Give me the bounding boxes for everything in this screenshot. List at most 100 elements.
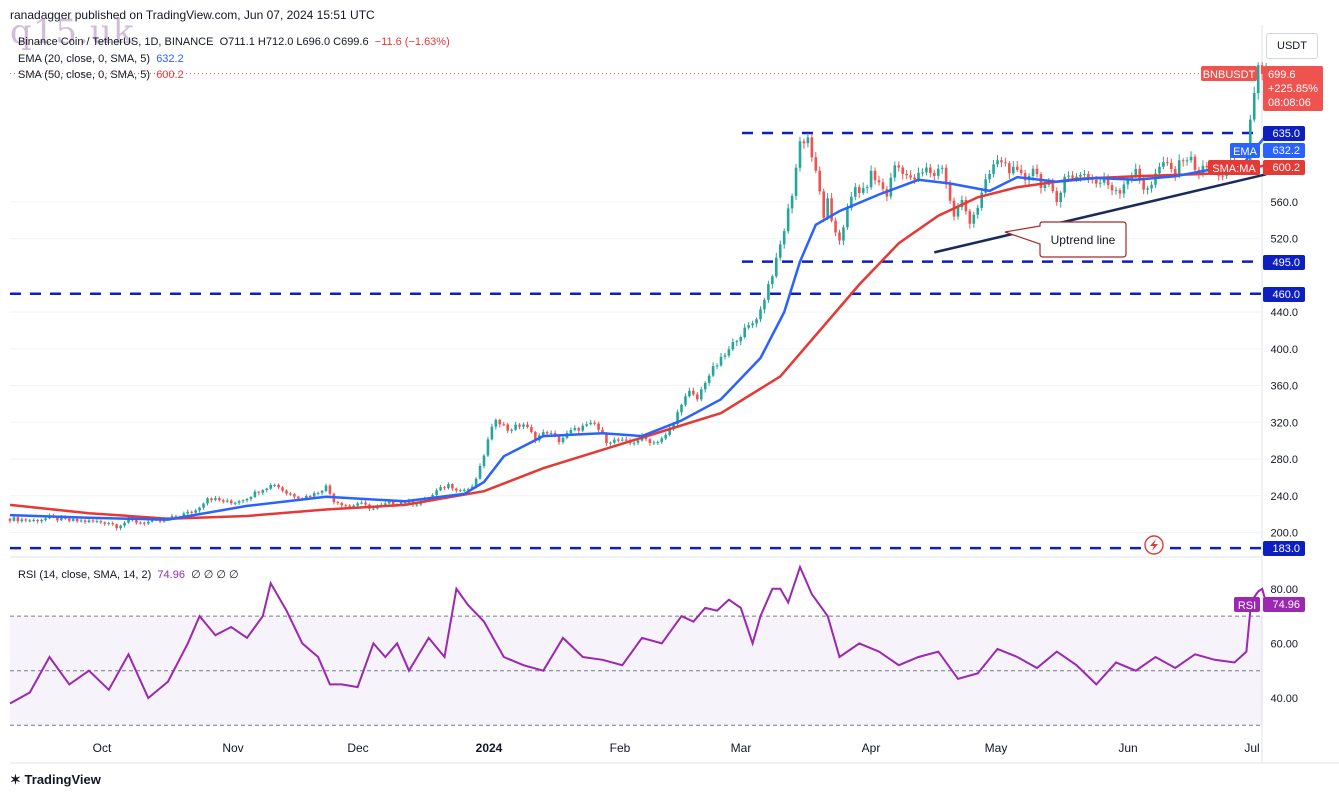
sma-legend[interactable]: SMA (50, close, 0, SMA, 5) 600.2 <box>18 69 184 81</box>
candle-body <box>466 489 470 491</box>
candle-body <box>506 424 509 431</box>
candle-body <box>763 299 766 310</box>
candle-body <box>624 439 628 441</box>
candle-body <box>723 355 727 357</box>
candle-body <box>87 520 91 523</box>
sma-value-tag-bg <box>1263 160 1305 175</box>
candle-body <box>964 199 968 212</box>
ema-20-line <box>9 134 1268 521</box>
candle-body <box>688 390 691 397</box>
candle-body <box>664 434 667 439</box>
candle-body <box>1114 190 1118 192</box>
rsi-line <box>9 564 1268 705</box>
candle-body <box>944 167 948 185</box>
candle-body <box>1000 160 1003 163</box>
candle-body <box>261 490 265 493</box>
sma-name-tag: SMA:MA <box>1212 163 1256 175</box>
candle-body <box>577 428 581 431</box>
symbol-tag: BNBUSDT <box>1203 69 1256 81</box>
price-tick-label: 360.0 <box>1270 381 1298 393</box>
candle-body <box>1256 65 1260 94</box>
candle-body <box>541 432 545 436</box>
uptrend-callout-box <box>1004 221 1127 258</box>
candle-body <box>174 516 178 518</box>
candle-body <box>265 488 269 491</box>
candle-body <box>502 424 506 426</box>
ema-legend[interactable]: EMA (20, close, 0, SMA, 5) 632.2 <box>18 53 184 65</box>
candle-body <box>711 366 715 376</box>
candle-body <box>1015 166 1019 170</box>
candle-body <box>573 428 577 431</box>
support-460-tag: 460.0 <box>1272 289 1300 301</box>
rsi-value-tag-bg <box>1263 597 1305 612</box>
price-axis: 200.0 240.0 280.0 320.0 360.0 400.0 440.0 520.0… <box>1270 197 1298 705</box>
candle-body <box>1146 188 1149 190</box>
horizontal-levels <box>10 73 1262 550</box>
candle-body <box>391 501 395 505</box>
candle-body <box>403 502 407 504</box>
candle-body <box>921 172 924 174</box>
candle-body <box>972 214 976 224</box>
candle-body <box>850 196 853 209</box>
candle-body <box>1051 183 1055 192</box>
time-tick-label: Nov <box>222 741 243 755</box>
candle-body <box>806 137 810 144</box>
candle-body <box>980 192 983 208</box>
candle-body <box>210 498 213 501</box>
currency-button[interactable]: USDT <box>1266 33 1318 59</box>
candle-body <box>482 455 486 467</box>
candle-body <box>775 257 778 277</box>
candle-body <box>486 439 490 456</box>
candle-body <box>988 173 991 180</box>
candle-body <box>383 503 387 505</box>
candle-body <box>20 519 24 522</box>
support-495-tag-bg <box>1263 255 1305 270</box>
support-460-tag-bg <box>1263 287 1305 302</box>
candle-body <box>237 501 241 503</box>
support-183-tag: 183.0 <box>1272 543 1300 555</box>
main-grid <box>10 201 1262 533</box>
candle-body <box>1142 179 1145 190</box>
candle-body <box>32 520 35 522</box>
candle-body <box>91 520 95 522</box>
rsi-extra: ∅ ∅ ∅ ∅ <box>191 569 239 581</box>
ohlc-values: O711.1 H712.0 L696.0 C699.6 <box>219 36 369 48</box>
candle-body <box>715 365 719 367</box>
candle-body <box>526 424 529 428</box>
candle-body <box>822 191 825 218</box>
candle-body <box>478 466 482 479</box>
tradingview-brand[interactable]: ✶ TradingView <box>10 772 101 788</box>
countdown-tag: 08:08:06 <box>1268 97 1311 109</box>
candle-body <box>182 513 186 517</box>
candle-body <box>905 173 908 176</box>
candle-body <box>443 487 446 489</box>
rsi-legend[interactable]: RSI (14, close, SMA, 14, 2) 74.96 ∅ ∅ ∅ … <box>18 568 239 581</box>
candle-body <box>605 433 608 444</box>
candle-body <box>289 493 292 495</box>
candle-body <box>834 220 837 233</box>
sma-label: SMA (50, close, 0, SMA, 5) <box>18 69 151 81</box>
time-axis: Oct Nov Dec 2024 Feb Mar Apr May Jun Jul <box>93 741 1260 755</box>
candle-body <box>44 518 47 520</box>
candle-body <box>778 244 782 258</box>
support-183-tag-bg <box>1263 541 1305 556</box>
candle-body <box>462 489 466 491</box>
ema-name-bg <box>1230 143 1260 158</box>
candle-body <box>459 490 462 492</box>
price-tick-label: 560.0 <box>1270 197 1298 209</box>
candle-body <box>913 177 916 180</box>
candle-body <box>1047 183 1051 185</box>
price-tag-bg <box>1263 66 1323 111</box>
candle-body <box>344 505 348 507</box>
candle-body <box>16 517 20 522</box>
candle-body <box>1083 173 1086 175</box>
candle-body <box>1221 175 1224 177</box>
candle-body <box>589 422 592 425</box>
ema-legend-value: 632.2 <box>156 53 184 65</box>
candle-body <box>387 501 391 504</box>
symbol-title: Binance Coin / TetherUS, 1D, BINANCE <box>18 36 214 48</box>
candle-body <box>593 422 596 424</box>
candle-body <box>1004 162 1007 164</box>
candle-body <box>751 323 754 326</box>
